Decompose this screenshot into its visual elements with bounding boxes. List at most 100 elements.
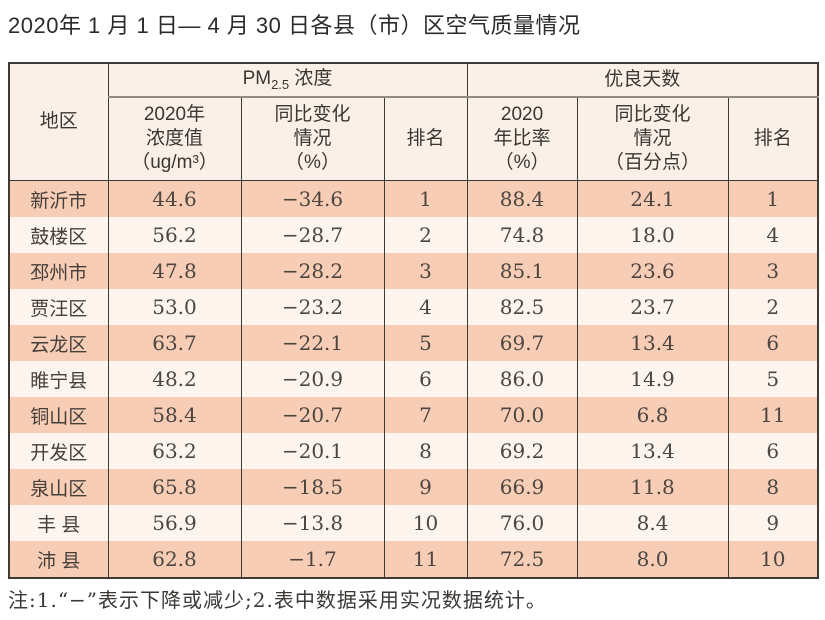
pm25-value-cell: 48.2 — [107, 361, 242, 397]
region-cell: 沛 县 — [8, 541, 109, 578]
good-days-rank-cell: 9 — [727, 505, 819, 541]
region-cell: 新沂市 — [8, 180, 109, 217]
column-header-gd-change: 同比变化 情况 （百分点） — [576, 97, 729, 181]
region-cell: 邳州市 — [8, 253, 109, 289]
column-header-region: 地区 — [8, 63, 109, 181]
pm25-rank-cell: 3 — [383, 253, 468, 289]
good-days-rank-cell: 3 — [727, 253, 819, 289]
pm25-change-cell: −13.8 — [240, 505, 385, 541]
pm25-change-cell: −22.1 — [240, 325, 385, 361]
good-days-ratio-cell: 85.1 — [466, 253, 578, 289]
column-header-pm-rank: 排名 — [383, 97, 468, 181]
pm25-value-cell: 65.8 — [107, 469, 242, 505]
good-days-rank-cell: 2 — [727, 289, 819, 325]
column-header-gd-ratio: 2020 年比率 （%） — [466, 97, 578, 181]
region-cell: 睢宁县 — [8, 361, 109, 397]
good-days-rank-cell: 4 — [727, 217, 819, 253]
column-header-gd-rank: 排名 — [727, 97, 819, 181]
region-cell: 贾汪区 — [8, 289, 109, 325]
good-days-rank-cell: 10 — [727, 541, 819, 578]
table-row: 邳州市 47.8 −28.2 3 85.1 23.6 3 — [8, 253, 819, 289]
good-days-ratio-cell: 66.9 — [466, 469, 578, 505]
pm25-change-cell: −23.2 — [240, 289, 385, 325]
pm25-value-cell: 47.8 — [107, 253, 242, 289]
pm25-rank-cell: 9 — [383, 469, 468, 505]
pm25-value-cell: 53.0 — [107, 289, 242, 325]
good-days-rank-cell: 8 — [727, 469, 819, 505]
column-group-pm25: PM2.5 浓度 — [107, 63, 468, 98]
good-days-rank-cell: 6 — [727, 325, 819, 361]
pm25-rank-cell: 2 — [383, 217, 468, 253]
table-row: 云龙区 63.7 −22.1 5 69.7 13.4 6 — [8, 325, 819, 361]
air-quality-table: 地区 PM2.5 浓度 优良天数 2020年 浓度值 （ug/m³） 同比变化 … — [8, 62, 820, 579]
pm25-value-cell: 56.9 — [107, 505, 242, 541]
good-days-change-cell: 23.6 — [576, 253, 729, 289]
table-row: 鼓楼区 56.2 −28.7 2 74.8 18.0 4 — [8, 217, 819, 253]
good-days-ratio-cell: 86.0 — [466, 361, 578, 397]
pm25-value-cell: 58.4 — [107, 397, 242, 433]
pm25-change-cell: −20.1 — [240, 433, 385, 469]
good-days-change-cell: 13.4 — [576, 325, 729, 361]
pm25-label-subscript: 2.5 — [271, 76, 290, 92]
pm25-change-cell: −34.6 — [240, 180, 385, 217]
table-row: 新沂市 44.6 −34.6 1 88.4 24.1 1 — [8, 180, 819, 217]
pm25-rank-cell: 10 — [383, 505, 468, 541]
good-days-change-cell: 11.8 — [576, 469, 729, 505]
pm25-value-cell: 63.2 — [107, 433, 242, 469]
pm25-change-cell: −20.7 — [240, 397, 385, 433]
pm25-label-suffix: 浓度 — [289, 67, 333, 89]
header-sub-row: 2020年 浓度值 （ug/m³） 同比变化 情况 （%） 排名 2020 年比… — [9, 97, 819, 181]
footnote: 注:1.“−”表示下降或减少;2.表中数据采用实况数据统计。 — [8, 588, 547, 612]
column-header-pm-value: 2020年 浓度值 （ug/m³） — [107, 97, 242, 181]
region-cell: 开发区 — [8, 433, 109, 469]
pm25-value-cell: 63.7 — [107, 325, 242, 361]
good-days-rank-cell: 5 — [727, 361, 819, 397]
good-days-rank-cell: 6 — [727, 433, 819, 469]
pm25-rank-cell: 6 — [383, 361, 468, 397]
region-cell: 丰 县 — [8, 505, 109, 541]
good-days-change-cell: 8.0 — [576, 541, 729, 578]
good-days-ratio-cell: 82.5 — [466, 289, 578, 325]
good-days-change-cell: 13.4 — [576, 433, 729, 469]
table-row: 贾汪区 53.0 −23.2 4 82.5 23.7 2 — [8, 289, 819, 325]
pm25-rank-cell: 11 — [383, 541, 468, 578]
column-header-pm-change: 同比变化 情况 （%） — [240, 97, 385, 181]
table-body: 新沂市 44.6 −34.6 1 88.4 24.1 1 鼓楼区 56.2 −28.7 2 74.8 1… — [8, 180, 819, 578]
pm25-change-cell: −28.7 — [240, 217, 385, 253]
table-row: 泉山区 65.8 −18.5 9 66.9 11.8 8 — [8, 469, 819, 505]
pm25-change-cell: −28.2 — [240, 253, 385, 289]
good-days-change-cell: 8.4 — [576, 505, 729, 541]
good-days-ratio-cell: 74.8 — [466, 217, 578, 253]
table-row: 铜山区 58.4 −20.7 7 70.0 6.8 11 — [8, 397, 819, 433]
good-days-change-cell: 6.8 — [576, 397, 729, 433]
header-group-row: 地区 PM2.5 浓度 优良天数 — [8, 63, 819, 181]
table-row: 睢宁县 48.2 −20.9 6 86.0 14.9 5 — [8, 361, 819, 397]
good-days-ratio-cell: 88.4 — [466, 180, 578, 217]
good-days-change-cell: 24.1 — [576, 180, 729, 217]
region-cell: 泉山区 — [8, 469, 109, 505]
pm25-value-cell: 44.6 — [107, 180, 242, 217]
pm25-value-cell: 62.8 — [107, 541, 242, 578]
pm25-rank-cell: 7 — [383, 397, 468, 433]
pm25-change-cell: −18.5 — [240, 469, 385, 505]
good-days-change-cell: 18.0 — [576, 217, 729, 253]
table-row: 开发区 63.2 −20.1 8 69.2 13.4 6 — [8, 433, 819, 469]
good-days-rank-cell: 1 — [727, 180, 819, 217]
good-days-ratio-cell: 72.5 — [466, 541, 578, 578]
good-days-ratio-cell: 70.0 — [466, 397, 578, 433]
good-days-ratio-cell: 76.0 — [466, 505, 578, 541]
table-row: 沛 县 62.8 −1.7 11 72.5 8.0 10 — [8, 541, 819, 578]
good-days-change-cell: 23.7 — [576, 289, 729, 325]
good-days-change-cell: 14.9 — [576, 361, 729, 397]
pm25-change-cell: −1.7 — [240, 541, 385, 578]
pm25-value-cell: 56.2 — [107, 217, 242, 253]
pm25-rank-cell: 8 — [383, 433, 468, 469]
pm25-rank-cell: 4 — [383, 289, 468, 325]
region-cell: 铜山区 — [8, 397, 109, 433]
pm25-rank-cell: 1 — [383, 180, 468, 217]
region-cell: 鼓楼区 — [8, 217, 109, 253]
page-title: 2020年 1 月 1 日— 4 月 30 日各县（市）区空气质量情况 — [8, 13, 581, 38]
pm25-rank-cell: 5 — [383, 325, 468, 361]
good-days-ratio-cell: 69.7 — [466, 325, 578, 361]
